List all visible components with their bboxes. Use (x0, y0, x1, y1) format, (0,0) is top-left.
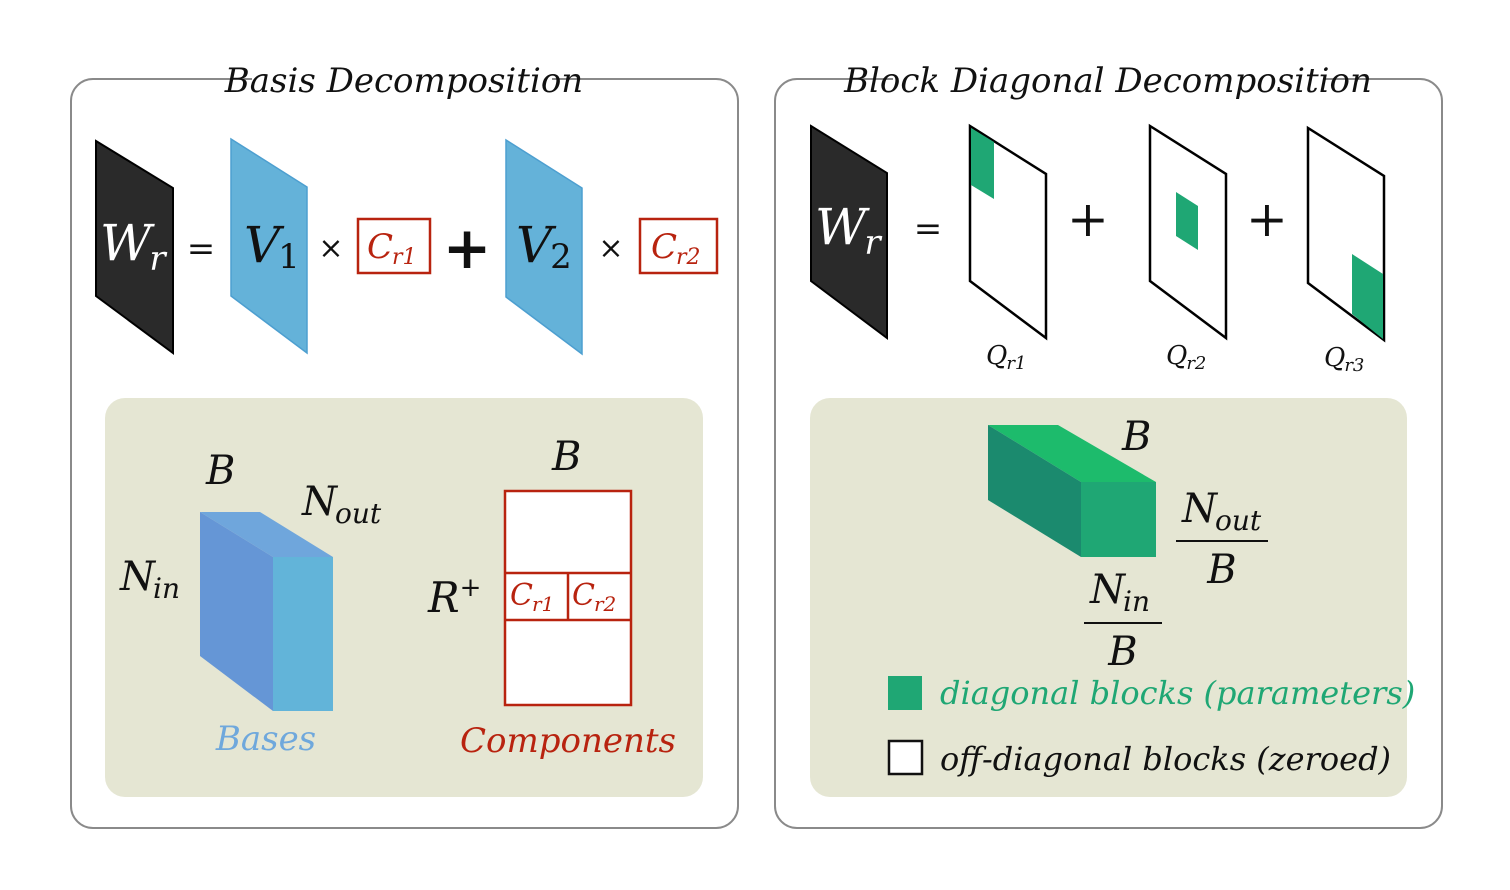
q-r3-label: Qr3 (1324, 343, 1364, 376)
block-w-label: Wr (815, 198, 882, 263)
block-nin-denominator: B (1107, 629, 1137, 675)
components-r-label: R+ (427, 573, 481, 622)
basis-matrix-v2 (505, 138, 583, 356)
plus-sign: + (443, 214, 492, 282)
legend-diagonal-label: diagonal blocks (parameters) (940, 674, 1415, 712)
q-r2-block (1176, 192, 1198, 250)
q-r1-block (971, 128, 994, 199)
block-cuboid (988, 425, 1156, 557)
v1-label: V1 (244, 216, 300, 277)
q-r3-block (1352, 254, 1383, 339)
component-c2-box (638, 217, 719, 275)
component-c1-box (356, 217, 432, 275)
c1-label: Cr1 (367, 227, 417, 270)
w-label: Wr (100, 214, 167, 279)
block-title-bg (893, 60, 1323, 100)
bases-nin-label: Nin (119, 554, 180, 605)
times-sign-2: × (598, 231, 623, 266)
q-r3-matrix (1306, 125, 1386, 343)
legend-diagonal-swatch (888, 676, 922, 710)
v2-label: V2 (516, 216, 572, 277)
basis-panel: Basis Decomposition Wr = V1 × Cr1 + V2 ×… (70, 60, 739, 829)
bases-b-label: B (205, 448, 235, 494)
cuboid-front (200, 512, 273, 711)
block-inset (810, 398, 1407, 797)
block-plus-1: + (1067, 190, 1109, 248)
basis-matrix-v1 (230, 137, 308, 355)
bases-nout-label: Nout (301, 479, 382, 530)
equals-sign: = (187, 229, 216, 269)
cuboid-top (200, 512, 333, 557)
components-matrix (503, 489, 633, 707)
components-c1-label: Cr1 (510, 578, 554, 616)
basis-panel-title: Basis Decomposition (224, 61, 583, 101)
block-weight-matrix-w (810, 124, 888, 340)
block-b-label: B (1121, 414, 1151, 460)
q-r2-label: Qr2 (1166, 341, 1206, 374)
block-nout-denominator: B (1206, 547, 1236, 593)
weight-matrix-w (95, 139, 174, 355)
block-panel: Block Diagonal Decomposition Wr = Qr1 + … (774, 60, 1443, 829)
block-cuboid-side (1081, 482, 1156, 557)
block-cuboid-top (988, 425, 1156, 482)
block-nout-numerator: Nout (1181, 486, 1262, 537)
basis-title-bg (252, 60, 552, 100)
times-sign-1: × (318, 231, 343, 266)
cuboid-side (273, 557, 333, 711)
block-legend: diagonal blocks (parameters) off-diagona… (887, 674, 1415, 778)
components-caption: Components (460, 721, 676, 761)
block-equals-sign: = (914, 209, 943, 249)
bases-caption: Bases (215, 719, 316, 759)
legend-offdiagonal-swatch (887, 739, 924, 776)
q-r2-matrix (1148, 123, 1228, 341)
block-plus-2: + (1246, 190, 1288, 248)
legend-offdiagonal-label: off-diagonal blocks (zeroed) (940, 740, 1391, 778)
block-panel-title: Block Diagonal Decomposition (843, 61, 1372, 101)
q-r1-matrix (968, 123, 1048, 341)
components-c2-label: Cr2 (572, 578, 616, 616)
block-cuboid-front (988, 425, 1081, 557)
c2-label: Cr2 (651, 227, 701, 270)
block-nin-numerator: Nin (1089, 567, 1150, 618)
q-r1-label: Qr1 (986, 341, 1026, 374)
components-b-label: B (551, 434, 581, 480)
bases-cuboid (200, 512, 333, 711)
